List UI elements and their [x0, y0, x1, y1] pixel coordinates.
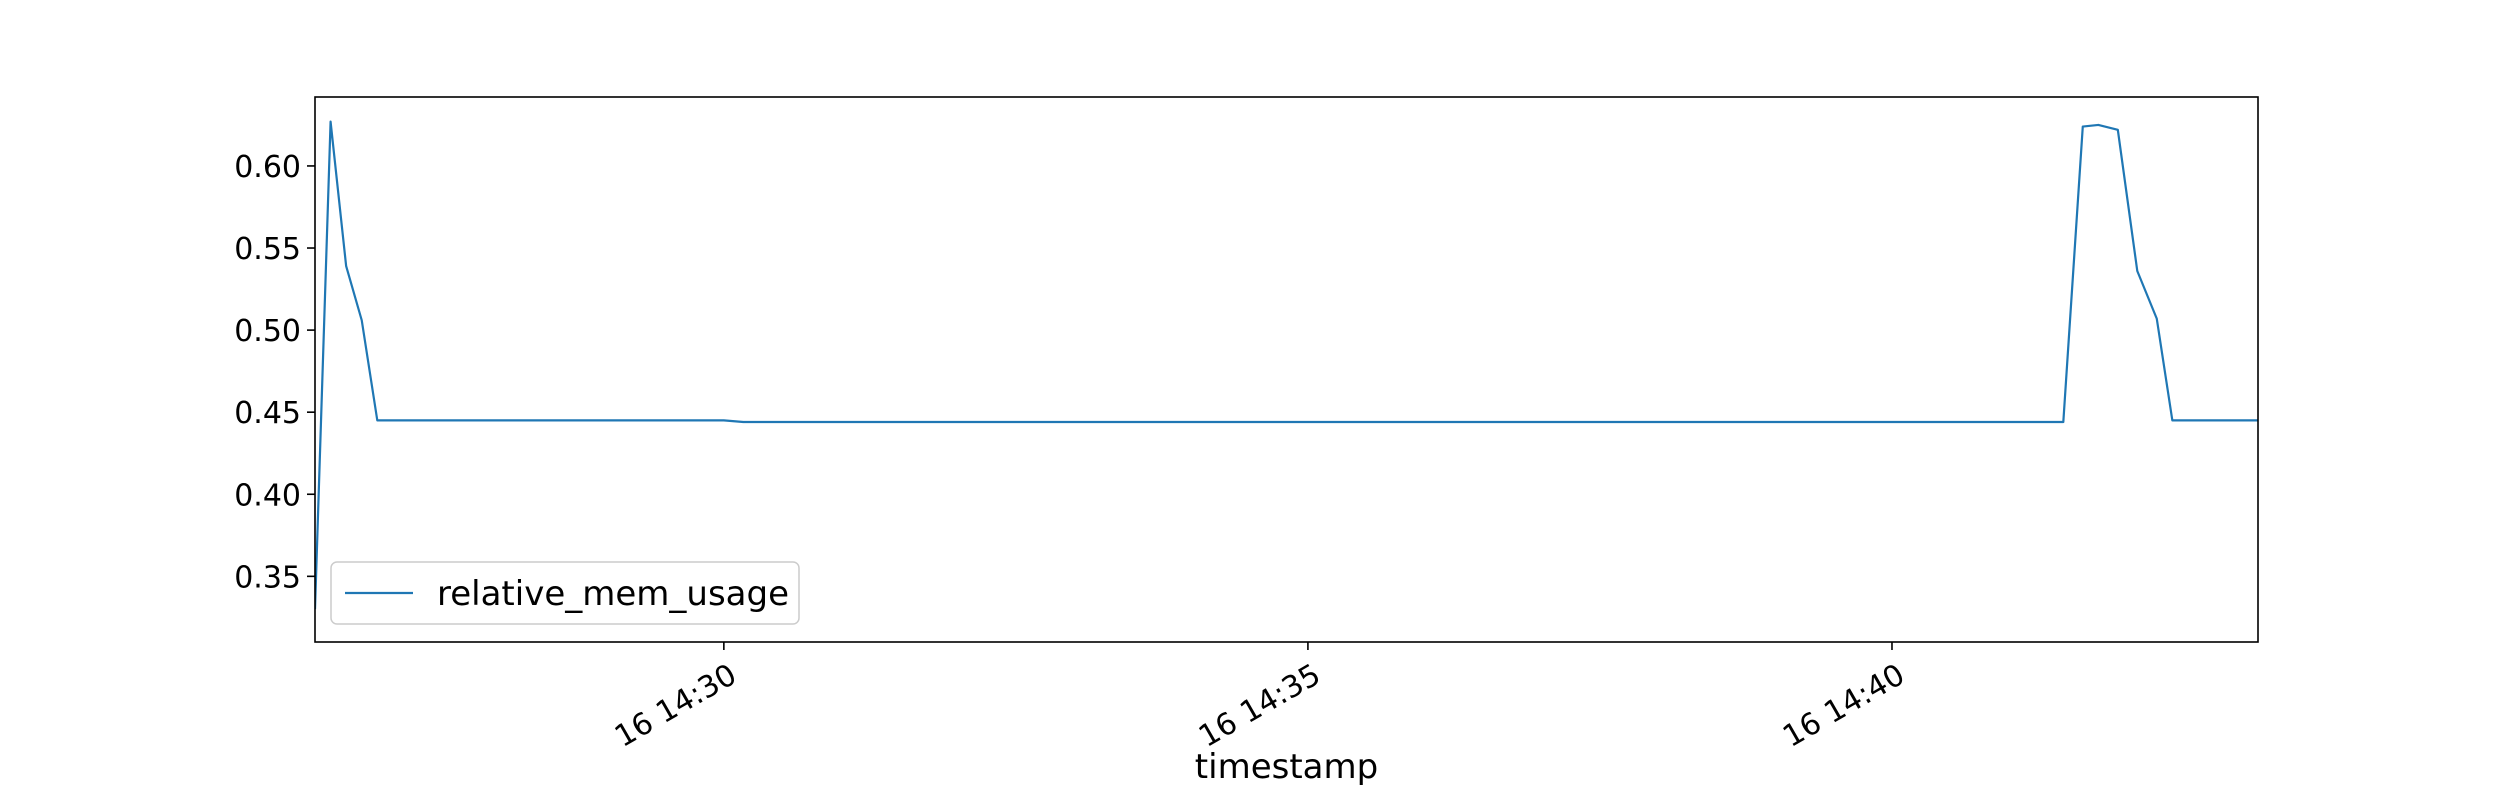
x-axis: 16 14:30 16 14:35 16 14:40 — [609, 642, 1911, 755]
y-tick-label: 0.55 — [234, 232, 301, 267]
legend-box — [330, 561, 800, 625]
plot-frame — [314, 96, 2259, 643]
y-tick-label: 0.60 — [234, 150, 301, 185]
legend-entry-label: relative_mem_usage — [437, 574, 789, 614]
x-tick-label: 16 14:40 — [1777, 657, 1911, 754]
y-tick-label: 0.45 — [234, 396, 301, 431]
x-tick-label: 16 14:30 — [609, 657, 743, 754]
x-tick-label: 16 14:35 — [1193, 657, 1327, 754]
y-tick-label: 0.50 — [234, 314, 301, 349]
x-axis-label: timestamp — [1195, 747, 1378, 787]
y-tick-label: 0.35 — [234, 560, 301, 595]
series-line-relative-mem-usage — [315, 120, 2258, 610]
plot-area — [314, 96, 2259, 643]
y-axis: 0.35 0.40 0.45 0.50 0.55 0.60 — [234, 150, 315, 595]
y-tick-label: 0.40 — [234, 478, 301, 513]
legend: relative_mem_usage — [330, 561, 800, 625]
